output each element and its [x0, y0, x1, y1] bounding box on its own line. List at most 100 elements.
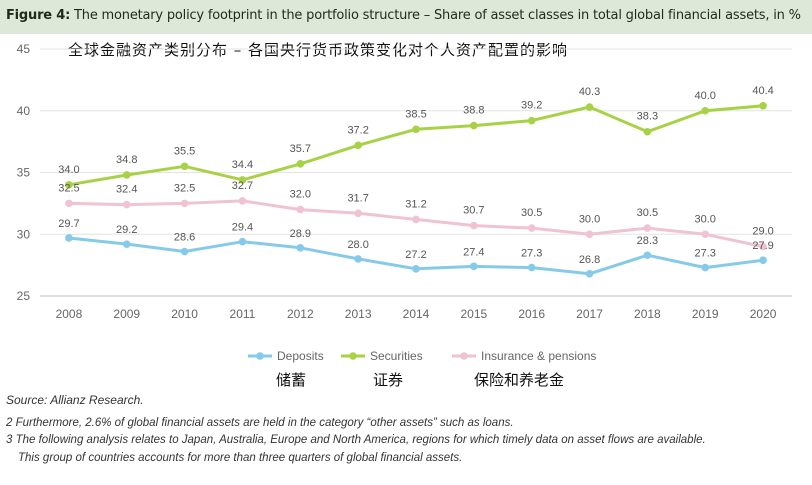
data-point: [470, 262, 478, 271]
x-tick-label: 2009: [113, 307, 140, 321]
x-tick-label: 2014: [403, 307, 430, 321]
legend-label-cn: 保险和养老金: [474, 371, 564, 389]
grid-layer: [40, 48, 792, 297]
data-label: 32.4: [116, 184, 137, 196]
footnote-2: 2 Furthermore, 2.6% of global financial …: [6, 417, 514, 429]
data-label: 29.2: [116, 224, 137, 236]
data-label: 32.7: [232, 180, 253, 192]
data-point: [412, 265, 420, 273]
data-label: 29.0: [752, 226, 773, 238]
legend-swatch-marker: [256, 352, 264, 360]
figure-header: Figure 4: The monetary policy footprint …: [0, 0, 812, 34]
data-point: [643, 224, 652, 232]
data-point: [585, 230, 594, 239]
data-label: 35.7: [290, 143, 311, 155]
data-label: 34.0: [58, 164, 79, 176]
data-point: [180, 162, 189, 171]
data-label: 30.5: [521, 207, 542, 219]
line-chart: 25 30 35 40 45 2008 2009 2010 2011 2012 2013 2014 20…: [17, 42, 792, 389]
y-tick-label: 35: [17, 166, 31, 180]
data-point: [122, 240, 131, 248]
data-point: [643, 127, 652, 136]
labels-layer: 25 30 35 40 45 2008 2009 2010 2011 2012 2013 2014 20…: [17, 42, 777, 321]
data-label: 30.0: [695, 213, 716, 225]
data-point: [759, 242, 767, 251]
data-label: 26.8: [579, 254, 600, 266]
data-label: 37.2: [347, 124, 368, 136]
legend-label: Deposits: [277, 349, 324, 363]
x-tick-label: 2010: [171, 307, 198, 321]
x-tick-label: 2012: [287, 307, 314, 321]
data-label: 30.5: [637, 207, 658, 219]
data-point: [527, 224, 536, 232]
legend-label: Insurance & pensions: [481, 349, 596, 363]
legend-label-cn: 储蓄: [276, 371, 306, 389]
data-point: [701, 106, 710, 115]
data-label: 30.7: [463, 205, 484, 217]
x-tick-label: 2017: [576, 307, 603, 321]
data-point: [470, 121, 478, 130]
data-label: 40.0: [695, 90, 716, 102]
legend: Deposits 储蓄 Securities 证券 Insurance & pensio…: [248, 349, 596, 389]
data-label: 28.9: [290, 228, 311, 240]
data-label: 32.0: [290, 189, 311, 201]
data-point: [527, 263, 536, 272]
data-label: 40.4: [752, 85, 773, 97]
data-point: [354, 141, 362, 150]
data-point: [238, 176, 247, 184]
x-tick-label: 2019: [692, 307, 719, 321]
data-point: [354, 209, 362, 218]
data-label: 38.3: [637, 111, 658, 123]
x-tick-label: 2020: [750, 307, 777, 321]
data-point: [180, 247, 189, 256]
data-point: [701, 263, 710, 272]
footnote-3-continued: This group of countries accounts for mor…: [18, 452, 463, 464]
data-point: [701, 230, 710, 239]
data-label: 27.9: [752, 240, 773, 252]
data-label: 28.0: [347, 239, 368, 251]
data-point: [759, 256, 767, 264]
data-point: [412, 125, 420, 134]
legend-label: Securities: [370, 349, 423, 363]
data-label: 27.4: [463, 246, 484, 258]
data-label: 30.0: [579, 213, 600, 225]
series-layer: [65, 102, 767, 278]
data-point: [643, 251, 652, 260]
figure-label: Figure 4:: [6, 8, 71, 23]
x-tick-label: 2018: [634, 307, 661, 321]
data-point: [354, 255, 362, 263]
data-label: 29.4: [232, 222, 253, 234]
data-point: [585, 269, 594, 278]
y-tick-label: 40: [17, 104, 31, 118]
data-label: 32.5: [174, 182, 195, 194]
x-tick-label: 2015: [460, 307, 487, 321]
data-label: 32.5: [58, 182, 79, 194]
data-point: [412, 215, 420, 224]
data-point: [65, 234, 73, 242]
x-tick-label: 2016: [518, 307, 545, 321]
data-label: 27.3: [521, 248, 542, 260]
data-point: [470, 221, 478, 230]
data-label: 31.2: [405, 198, 426, 210]
legend-swatch-marker: [460, 352, 468, 360]
data-label: 28.3: [637, 235, 658, 247]
data-point: [122, 200, 131, 209]
data-label: 27.3: [695, 248, 716, 260]
data-label: 40.3: [579, 86, 600, 98]
data-point: [759, 102, 767, 110]
data-label: 31.7: [347, 192, 368, 204]
x-tick-label: 2013: [345, 307, 372, 321]
data-point: [238, 197, 247, 205]
data-point: [65, 199, 73, 208]
x-tick-label: 2011: [230, 307, 256, 321]
y-tick-label: 25: [17, 289, 31, 303]
data-point: [585, 103, 594, 111]
data-point: [296, 205, 305, 214]
chinese-subtitle: 全球金融资产类别分布 – 各国央行货币政策变化对个人资产配置的影响: [68, 41, 569, 59]
source-note: Source: Allianz Research.: [6, 393, 144, 407]
data-label: 29.7: [58, 218, 79, 230]
legend-swatch-marker: [349, 352, 357, 360]
data-point: [296, 244, 305, 252]
y-tick-label: 30: [17, 227, 31, 241]
data-label: 28.6: [174, 232, 195, 244]
